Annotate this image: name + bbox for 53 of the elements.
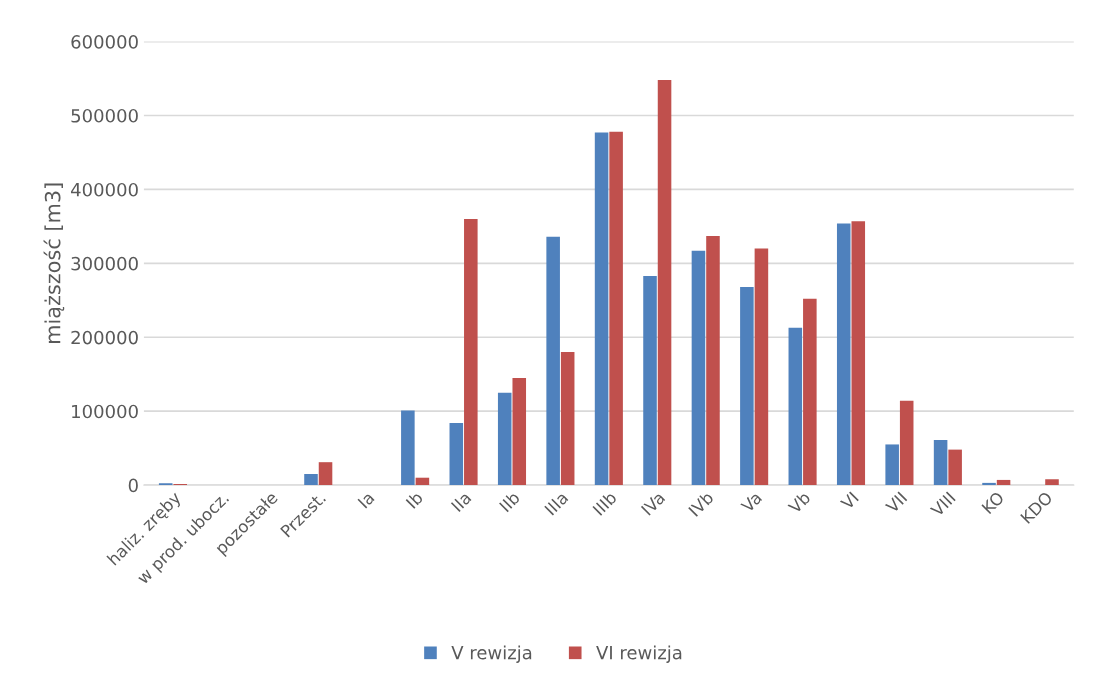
bar (594, 132, 609, 486)
bar (415, 477, 430, 486)
bar (497, 392, 512, 486)
bar (512, 377, 527, 486)
x-tick-label: Ia (357, 491, 375, 509)
x-tick-label: VII (884, 491, 908, 514)
bar (836, 223, 851, 486)
y-tick-label: 600000 (71, 35, 138, 49)
bar (851, 221, 866, 486)
y-tick-label: 100000 (72, 404, 138, 419)
y-tick-label: 200000 (71, 330, 138, 345)
y-tick-label: 400000 (71, 182, 138, 197)
bar (788, 327, 803, 486)
bar (401, 410, 415, 486)
bar (546, 236, 560, 486)
x-tick-label: IVb (687, 490, 715, 517)
x-tick-label: Vb (787, 490, 812, 515)
bar (560, 352, 575, 486)
legend-label: V rewizja (451, 645, 532, 663)
x-tick-label: Va (740, 491, 763, 514)
x-tick-label: VIII (929, 491, 956, 518)
bar (318, 462, 333, 486)
bar (982, 482, 996, 486)
y-tick-label: 0 (128, 478, 138, 493)
bar (933, 440, 948, 486)
bar (996, 479, 1011, 486)
x-tick-label: VI (839, 491, 859, 511)
bar (657, 80, 672, 486)
bar (754, 248, 769, 486)
x-tick-label: IIa (450, 491, 472, 513)
x-tick-label: IVa (640, 491, 666, 516)
bar (464, 218, 478, 486)
bar (803, 298, 817, 486)
x-tick-label: Ib (405, 490, 424, 509)
y-tick-label: 300000 (71, 256, 138, 271)
bar (740, 286, 754, 486)
bar (948, 449, 962, 486)
y-tick-label: 500000 (71, 108, 138, 123)
bar (899, 400, 914, 486)
legend-label: VI rewizja (596, 645, 682, 663)
y-axis-title: miąższość [m3] (43, 183, 65, 343)
x-tick-label: KO (981, 490, 1005, 515)
bar (885, 444, 899, 486)
bar (1045, 479, 1059, 486)
x-tick-label: IIb (498, 490, 521, 513)
bar (643, 275, 657, 486)
bar (449, 423, 464, 486)
bar (691, 250, 706, 486)
bar (706, 235, 720, 486)
bar (609, 131, 623, 486)
x-tick-label: IIIa (544, 491, 569, 516)
x-tick-label: IIIb (592, 490, 618, 516)
bar (304, 474, 318, 486)
